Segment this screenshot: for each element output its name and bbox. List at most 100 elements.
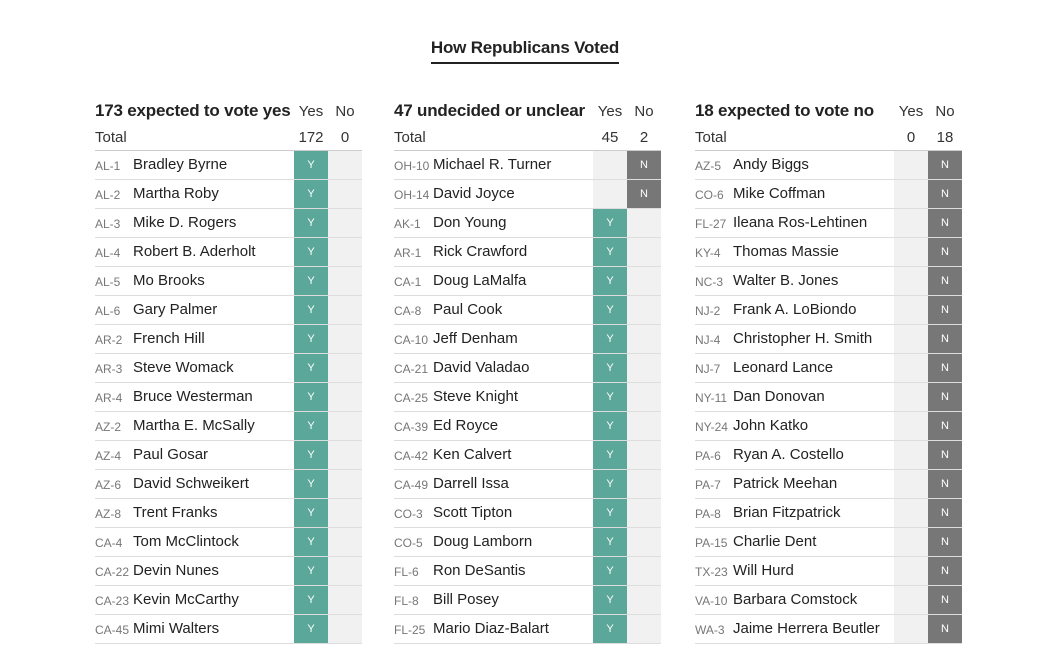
no-vote-cell: N: [928, 499, 962, 527]
yes-vote-cell: Y: [593, 354, 627, 382]
district-label: CA-39: [394, 420, 429, 434]
no-vote-cell: N: [928, 412, 962, 440]
representative-name: David Schweikert: [133, 475, 249, 492]
yes-vote-cell: Y: [294, 615, 328, 643]
no-vote-cell: N: [928, 470, 962, 498]
representative-name: Doug LaMalfa: [433, 272, 527, 289]
yes-vote-cell: [894, 354, 928, 382]
representative-name: Don Young: [433, 214, 507, 231]
district-label: NJ-7: [695, 362, 721, 376]
table-row: TX-23 Will Hurd N: [695, 557, 962, 586]
representative-name: Paul Cook: [433, 301, 503, 318]
table-row: VA-10 Barbara Comstock N: [695, 586, 962, 615]
representative-name: French Hill: [133, 330, 205, 347]
table-row: PA-15 Charlie Dent N: [695, 528, 962, 557]
district-label: CA-25: [394, 391, 429, 405]
yes-vote-cell: [894, 296, 928, 324]
representative-name: Martha E. McSally: [133, 417, 255, 434]
representative-name: Jeff Denham: [433, 330, 518, 347]
representative-name: Trent Franks: [133, 504, 218, 521]
yes-vote-cell: Y: [593, 615, 627, 643]
representative-name: Barbara Comstock: [733, 591, 858, 608]
representative-name: David Joyce: [433, 185, 515, 202]
district-label: NY-24: [695, 420, 728, 434]
no-vote-cell: [627, 325, 661, 353]
representative-name: Kevin McCarthy: [133, 591, 239, 608]
table-row: FL-6 Ron DeSantis Y: [394, 557, 661, 586]
no-vote-cell: [328, 267, 362, 295]
table-row: NJ-2 Frank A. LoBiondo N: [695, 296, 962, 325]
no-header: No: [335, 103, 355, 120]
table-row: CO-3 Scott Tipton Y: [394, 499, 661, 528]
representative-name: Bill Posey: [433, 591, 499, 608]
representative-name: Thomas Massie: [733, 243, 839, 260]
table-row: PA-6 Ryan A. Costello N: [695, 441, 962, 470]
district-label: TX-23: [695, 565, 728, 579]
yes-vote-cell: Y: [593, 528, 627, 556]
yes-vote-cell: [894, 586, 928, 614]
representative-name: Steve Womack: [133, 359, 234, 376]
yes-vote-cell: [894, 238, 928, 266]
table-row: CA-10 Jeff Denham Y: [394, 325, 661, 354]
table-row: CA-8 Paul Cook Y: [394, 296, 661, 325]
yes-vote-cell: Y: [294, 470, 328, 498]
table-row: AR-4 Bruce Westerman Y: [95, 383, 362, 412]
no-vote-cell: [627, 238, 661, 266]
table-row: AZ-4 Paul Gosar Y: [95, 441, 362, 470]
district-label: NY-11: [695, 391, 728, 405]
yes-vote-cell: Y: [593, 499, 627, 527]
yes-vote-cell: Y: [294, 325, 328, 353]
table-row: CA-25 Steve Knight Y: [394, 383, 661, 412]
representative-name: Ken Calvert: [433, 446, 512, 463]
district-label: AL-5: [95, 275, 121, 289]
district-label: CA-8: [394, 304, 422, 318]
table-row: AK-1 Don Young Y: [394, 209, 661, 238]
district-label: AZ-8: [95, 507, 122, 521]
table-row: CA-22 Devin Nunes Y: [95, 557, 362, 586]
yes-vote-cell: Y: [294, 441, 328, 469]
representative-name: Doug Lamborn: [433, 533, 533, 550]
table-row: WA-3 Jaime Herrera Beutler N: [695, 615, 962, 644]
yes-vote-cell: Y: [294, 383, 328, 411]
district-label: AZ-6: [95, 478, 122, 492]
no-header: No: [634, 103, 654, 120]
district-label: AL-6: [95, 304, 121, 318]
table-row: NJ-7 Leonard Lance N: [695, 354, 962, 383]
no-vote-cell: [627, 499, 661, 527]
district-label: FL-8: [394, 594, 419, 608]
no-vote-cell: [627, 209, 661, 237]
yes-vote-cell: [593, 151, 627, 179]
yes-vote-cell: [894, 412, 928, 440]
yes-vote-cell: Y: [593, 267, 627, 295]
district-label: CA-22: [95, 565, 130, 579]
no-vote-cell: N: [928, 441, 962, 469]
representative-name: Jaime Herrera Beutler: [733, 620, 880, 637]
total-label: Total: [394, 129, 426, 146]
column-header: 18 expected to vote no Yes No: [695, 100, 962, 124]
no-vote-cell: [328, 209, 362, 237]
district-label: OH-10: [394, 159, 430, 173]
yes-vote-cell: Y: [294, 354, 328, 382]
no-vote-cell: [328, 557, 362, 585]
no-vote-cell: [328, 296, 362, 324]
district-label: AZ-4: [95, 449, 122, 463]
representative-name: Tom McClintock: [133, 533, 239, 550]
column-title: 47 undecided or unclear: [394, 101, 585, 120]
no-vote-cell: [328, 151, 362, 179]
representative-name: John Katko: [733, 417, 809, 434]
district-label: CA-45: [95, 623, 130, 637]
yes-vote-cell: Y: [294, 586, 328, 614]
yes-header: Yes: [298, 103, 324, 120]
yes-vote-cell: [894, 528, 928, 556]
district-label: CO-3: [394, 507, 423, 521]
yes-vote-cell: Y: [593, 412, 627, 440]
table-row: PA-7 Patrick Meehan N: [695, 470, 962, 499]
district-label: AL-1: [95, 159, 121, 173]
table-row: CA-4 Tom McClintock Y: [95, 528, 362, 557]
district-label: KY-4: [695, 246, 721, 260]
no-vote-cell: [328, 325, 362, 353]
representative-name: Paul Gosar: [133, 446, 209, 463]
representative-name: Gary Palmer: [133, 301, 218, 318]
no-vote-cell: [328, 586, 362, 614]
no-header: No: [935, 103, 955, 120]
